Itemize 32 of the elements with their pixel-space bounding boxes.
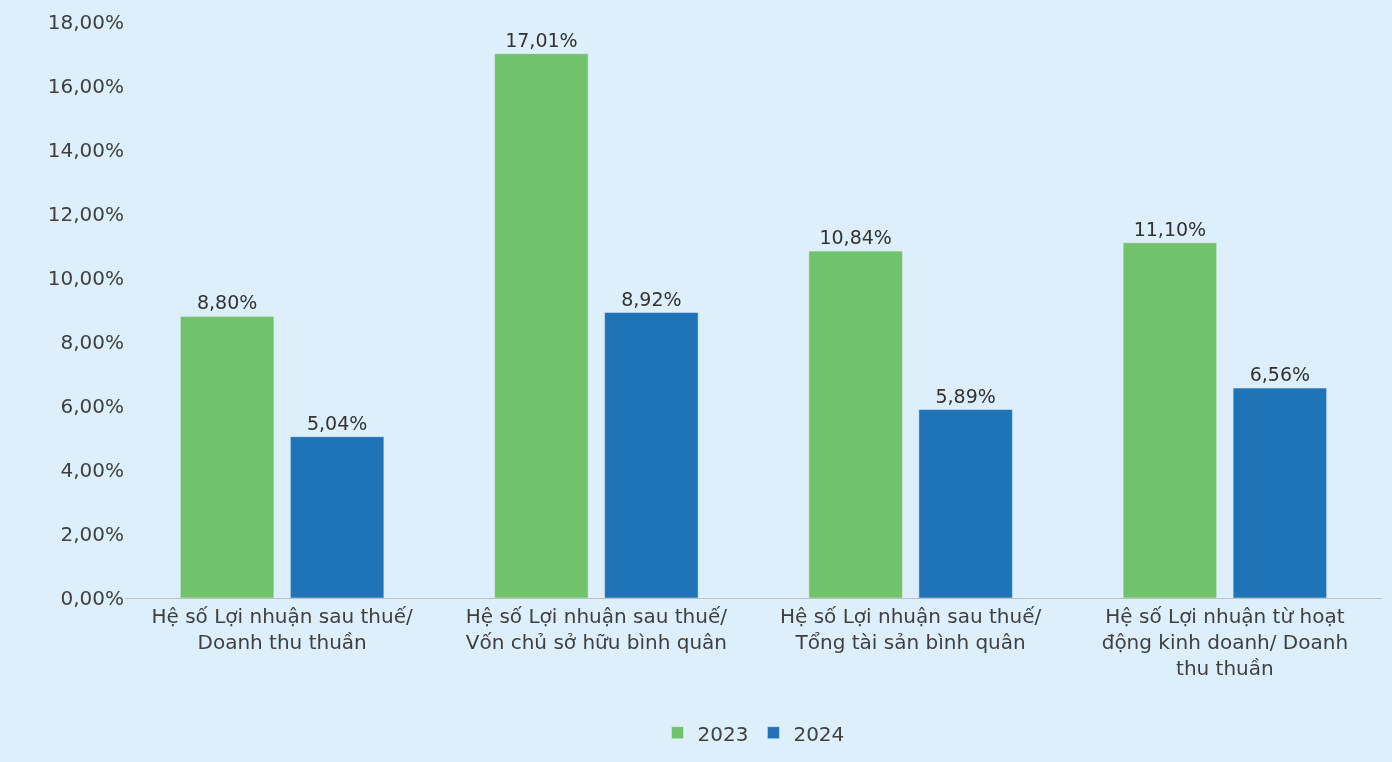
y-tick-label: 2,00% (60, 522, 124, 546)
y-tick-label: 18,00% (47, 10, 124, 34)
legend-label: 2024 (793, 721, 845, 746)
bar (1122, 242, 1217, 598)
x-tick-label: Hệ số Lợi nhuận sau thuế/ Tổng tài sản bình quân (779, 604, 1042, 654)
legend-label: 2023 (697, 721, 749, 746)
y-tick-label: 6,00% (60, 394, 124, 418)
data-label: 6,56% (1249, 363, 1311, 386)
x-tick-label: Hệ số Lợi nhuận sau thuế/ Vốn chủ sở hữu bình quân (465, 604, 728, 654)
y-tick-label: 4,00% (60, 458, 124, 482)
y-tick-label: 8,00% (60, 330, 124, 354)
x-tick-label: Hệ số Lợi nhuận sau thuế/ Doanh thu thuần (151, 604, 414, 654)
data-label: 8,92% (621, 287, 682, 310)
y-tick-label: 12,00% (47, 202, 124, 226)
y-tick-label: 0,00% (60, 586, 124, 610)
data-label: 11,10% (1133, 217, 1207, 240)
data-label: 8,80% (196, 291, 258, 314)
y-tick-label: 10,00% (47, 266, 124, 290)
y-tick-label: 16,00% (47, 74, 124, 98)
bar (1232, 387, 1327, 598)
y-tick-label: 14,00% (47, 138, 124, 162)
data-label: 17,01% (505, 28, 578, 51)
bar (290, 436, 385, 598)
data-label: 5,04% (306, 411, 368, 434)
bar (180, 316, 275, 598)
x-tick-label: Hệ số Lợi nhuận từ hoạt động kinh doanh/ Doanh thu thuần (1101, 604, 1349, 680)
data-label: 5,89% (935, 384, 996, 407)
bar (494, 53, 589, 598)
data-label: 10,84% (819, 226, 892, 249)
bar (604, 312, 699, 598)
bar (808, 250, 903, 598)
bar (918, 409, 1013, 598)
